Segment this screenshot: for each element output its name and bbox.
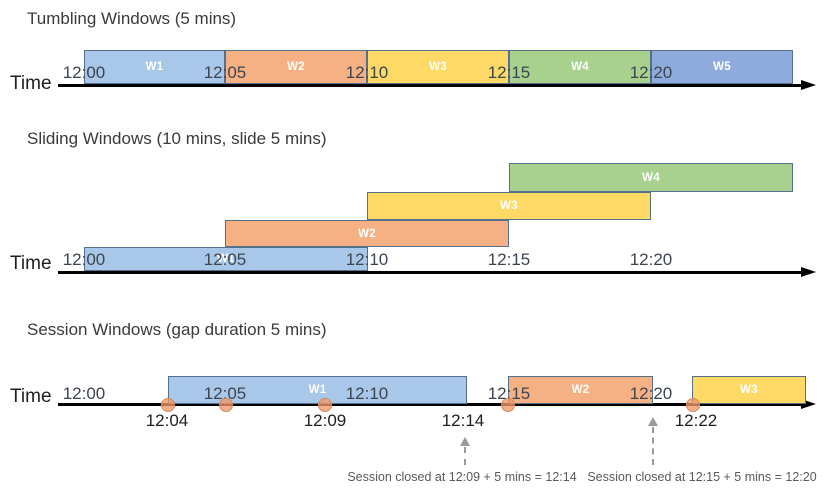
tumbling-window-w1: W1 xyxy=(84,50,225,84)
sliding-window-w1: W1 xyxy=(84,247,368,271)
session-closed-annotation-1: Session closed at 12:09 + 5 mins = 12:14 xyxy=(347,470,577,484)
sliding-tick-1205: 12:05 xyxy=(203,250,247,269)
session-tick-1205: 12:05 xyxy=(203,384,247,403)
annotation-arrow-line xyxy=(464,447,466,465)
session-window-w2: W2 xyxy=(508,376,653,404)
tumbling-window-w3: W3 xyxy=(367,50,509,84)
tumbling-time-axis-label: Time xyxy=(10,73,52,94)
event-time-1222: 12:22 xyxy=(674,411,718,430)
tumbling-window-w2: W2 xyxy=(225,50,367,84)
sliding-time-axis xyxy=(58,271,803,274)
window-label: W4 xyxy=(642,171,660,184)
sliding-section-title: Sliding Windows (10 mins, slide 5 mins) xyxy=(27,129,327,148)
tumbling-time-axis xyxy=(58,84,803,87)
sliding-axis-arrowhead-icon xyxy=(801,267,816,277)
event-dot xyxy=(686,398,700,412)
window-label: W2 xyxy=(358,227,376,240)
session-window-w3: W3 xyxy=(692,376,806,404)
sliding-tick-1210: 12:10 xyxy=(345,250,389,269)
window-label: W4 xyxy=(571,61,589,73)
window-label: W1 xyxy=(308,384,327,396)
session-tick-1220: 12:20 xyxy=(629,384,673,403)
window-label: W1 xyxy=(145,61,164,73)
tumbling-tick-1215: 12:15 xyxy=(487,63,531,82)
annotation-arrow-up-icon xyxy=(648,417,658,426)
session-window-w1: W1 xyxy=(168,376,467,404)
tumbling-tick-1210: 12:10 xyxy=(345,63,389,82)
sliding-window-w3: W3 xyxy=(367,192,651,220)
event-dot xyxy=(161,398,175,412)
event-dot xyxy=(318,398,332,412)
sliding-window-w4: W4 xyxy=(509,163,793,192)
tumbling-tick-1200: 12:00 xyxy=(62,63,106,82)
window-label: W3 xyxy=(500,200,518,212)
tumbling-tick-1220: 12:20 xyxy=(629,63,673,82)
window-label: W1 xyxy=(217,253,235,265)
event-dot xyxy=(219,398,233,412)
annotation-arrow-up-icon xyxy=(460,437,470,446)
sliding-tick-1220: 12:20 xyxy=(629,250,673,269)
session-closed-annotation-2: Session closed at 12:15 + 5 mins = 12:20 xyxy=(587,470,817,484)
window-label: W3 xyxy=(740,384,758,396)
window-label: W2 xyxy=(287,61,305,73)
session-section-title: Session Windows (gap duration 5 mins) xyxy=(27,320,327,339)
session-close-time-1214: 12:14 xyxy=(441,411,485,430)
session-time-axis-label: Time xyxy=(10,386,52,407)
event-time-1204: 12:04 xyxy=(145,411,189,430)
session-tick-1215: 12:15 xyxy=(487,384,531,403)
sliding-time-axis-label: Time xyxy=(10,253,52,274)
session-tick-1200: 12:00 xyxy=(62,384,106,403)
window-label: W3 xyxy=(429,61,447,73)
sliding-window-w2: W2 xyxy=(225,220,509,247)
tumbling-window-w5: W5 xyxy=(651,50,793,84)
window-label: W5 xyxy=(713,61,731,73)
session-time-axis xyxy=(58,403,803,406)
tumbling-axis-arrowhead-icon xyxy=(801,80,816,90)
tumbling-section-title: Tumbling Windows (5 mins) xyxy=(27,9,237,28)
tumbling-window-w4: W4 xyxy=(509,50,651,84)
annotation-arrow-line xyxy=(652,427,654,465)
sliding-tick-1215: 12:15 xyxy=(487,250,531,269)
session-tick-1210: 12:10 xyxy=(345,384,389,403)
tumbling-tick-1205: 12:05 xyxy=(203,63,247,82)
window-label: W2 xyxy=(571,384,590,396)
event-time-1209: 12:09 xyxy=(303,411,347,430)
sliding-tick-1200: 12:00 xyxy=(62,250,106,269)
event-dot xyxy=(501,398,515,412)
session-axis-arrowhead-icon xyxy=(801,399,816,409)
